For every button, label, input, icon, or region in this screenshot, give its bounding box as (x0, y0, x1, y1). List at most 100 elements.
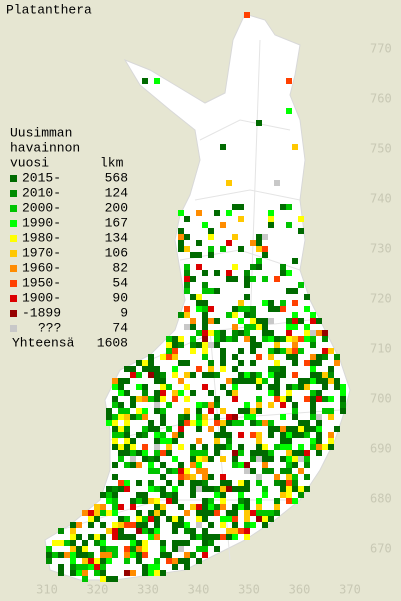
record-square (262, 252, 268, 258)
record-square (322, 384, 328, 390)
record-square (106, 408, 112, 414)
record-square (250, 348, 256, 354)
record-square (184, 564, 190, 570)
record-square (160, 570, 166, 576)
record-square (250, 414, 256, 420)
record-square (178, 462, 184, 468)
record-square (280, 402, 286, 408)
record-square (154, 486, 160, 492)
record-square (214, 492, 220, 498)
record-square (118, 534, 124, 540)
record-square (166, 384, 172, 390)
record-square (220, 336, 226, 342)
record-square (238, 444, 244, 450)
record-square (238, 504, 244, 510)
record-square (274, 384, 280, 390)
record-square (214, 210, 220, 216)
record-square (166, 480, 172, 486)
record-square (214, 414, 220, 420)
record-square (286, 288, 292, 294)
record-square (148, 534, 154, 540)
record-square (286, 270, 292, 276)
record-square (136, 558, 142, 564)
record-square (232, 264, 238, 270)
record-square (274, 306, 280, 312)
record-square (274, 372, 280, 378)
record-square (178, 426, 184, 432)
record-square (310, 414, 316, 420)
record-square (328, 432, 334, 438)
record-square (238, 372, 244, 378)
record-square (238, 498, 244, 504)
record-square (238, 492, 244, 498)
record-square (208, 306, 214, 312)
record-square (196, 426, 202, 432)
record-square (178, 342, 184, 348)
record-square (232, 330, 238, 336)
record-square (262, 330, 268, 336)
record-square (202, 552, 208, 558)
record-square (208, 486, 214, 492)
record-square (190, 336, 196, 342)
record-square (226, 432, 232, 438)
record-square (304, 420, 310, 426)
record-square (238, 480, 244, 486)
record-square (82, 558, 88, 564)
record-square (166, 552, 172, 558)
record-square (184, 282, 190, 288)
x-coordinate-label: 350 (238, 583, 260, 597)
record-square (154, 366, 160, 372)
record-square (160, 474, 166, 480)
record-square (118, 450, 124, 456)
record-square (154, 444, 160, 450)
record-square (286, 444, 292, 450)
record-square (130, 570, 136, 576)
record-square (292, 480, 298, 486)
record-square (316, 330, 322, 336)
record-square (184, 468, 190, 474)
legend-swatch (10, 220, 17, 227)
record-square (292, 318, 298, 324)
record-square (124, 420, 130, 426)
record-square (118, 456, 124, 462)
record-square (280, 264, 286, 270)
record-square (202, 534, 208, 540)
record-square (214, 330, 220, 336)
record-square (142, 456, 148, 462)
record-square (196, 468, 202, 474)
record-square (148, 396, 154, 402)
record-square (70, 540, 76, 546)
record-square (196, 300, 202, 306)
record-square (100, 570, 106, 576)
record-square (226, 390, 232, 396)
record-square (244, 498, 250, 504)
record-square (214, 420, 220, 426)
record-square (208, 426, 214, 432)
record-square (196, 210, 202, 216)
record-square (52, 540, 58, 546)
record-square (226, 210, 232, 216)
record-square (220, 426, 226, 432)
record-square (166, 450, 172, 456)
record-square (298, 336, 304, 342)
record-square (220, 480, 226, 486)
record-square (280, 270, 286, 276)
record-square (58, 540, 64, 546)
record-square (292, 324, 298, 330)
record-square (226, 312, 232, 318)
record-square (136, 552, 142, 558)
record-square (244, 414, 250, 420)
record-square (268, 318, 274, 324)
record-square (112, 510, 118, 516)
record-square (82, 510, 88, 516)
record-square (106, 498, 112, 504)
record-square (328, 408, 334, 414)
record-square (124, 480, 130, 486)
record-square (286, 474, 292, 480)
record-square (322, 336, 328, 342)
record-square (112, 522, 118, 528)
record-square (268, 384, 274, 390)
record-square (46, 546, 52, 552)
record-square (142, 528, 148, 534)
record-square (280, 396, 286, 402)
